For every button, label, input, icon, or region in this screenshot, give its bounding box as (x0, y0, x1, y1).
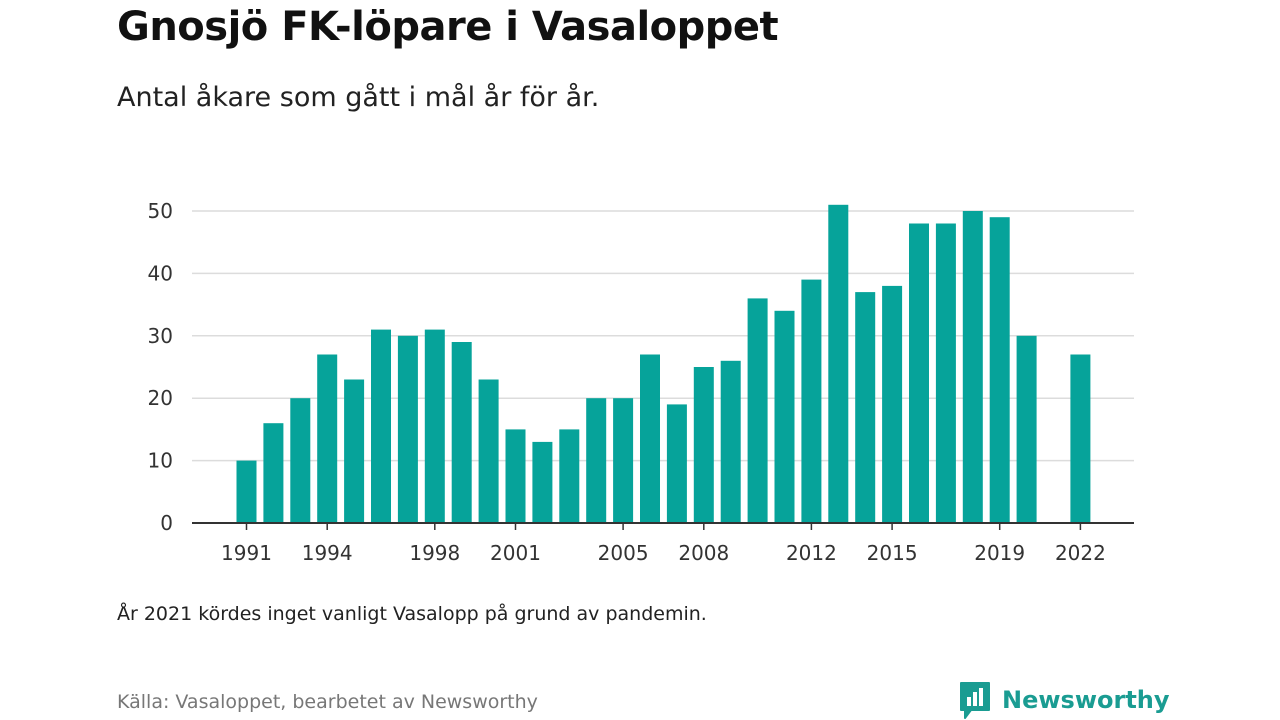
x-tick-label: 2001 (490, 541, 541, 565)
x-tick-label: 2015 (867, 541, 918, 565)
x-tick-label: 1991 (221, 541, 272, 565)
bar-2014 (855, 292, 876, 523)
y-tick-label: 0 (160, 511, 173, 535)
bar-2015 (882, 285, 903, 523)
bar-2008 (693, 367, 714, 523)
y-tick-label: 10 (148, 449, 173, 473)
bar-2003 (559, 429, 580, 523)
bar-2010 (747, 298, 768, 523)
bar-2006 (640, 354, 660, 523)
bar-1999 (451, 342, 472, 523)
bar-2016 (909, 223, 929, 523)
y-tick-label: 20 (148, 386, 173, 410)
bar-2005 (613, 398, 634, 523)
bar-2007 (666, 404, 687, 523)
bar-1993 (290, 398, 311, 523)
bar-2009 (720, 360, 741, 523)
footnote: År 2021 kördes inget vanligt Vasalopp på… (117, 603, 707, 625)
bar-2002 (532, 441, 553, 523)
y-tick-label: 40 (148, 261, 173, 285)
bar-1997 (397, 335, 418, 523)
x-tick-label: 1994 (302, 541, 353, 565)
x-tick-label: 2022 (1055, 541, 1106, 565)
source-text: Källa: Vasaloppet, bearbetet av Newswort… (117, 691, 538, 713)
x-tick-label: 2008 (678, 541, 729, 565)
axes: 0 10 20 30 40 50 1991 1994 1998 2001 2005 2008 2012 2… (148, 199, 1134, 565)
chart-title: Gnosjö FK-löpare i Vasaloppet (117, 4, 779, 50)
bar-1992 (263, 423, 284, 523)
x-tick-label: 2012 (786, 541, 837, 565)
bar-1994 (317, 354, 338, 523)
bar-2001 (505, 429, 526, 523)
bar-2012 (801, 279, 822, 523)
y-tick-label: 50 (148, 199, 173, 223)
bar-2019 (989, 217, 1010, 523)
bar-2022 (1070, 354, 1091, 523)
bar-2018 (962, 211, 983, 523)
bar-2000 (478, 379, 499, 523)
bar-2020 (1016, 335, 1037, 523)
bar-chart: 0 10 20 30 40 50 1991 1994 1998 2001 2005 2008 2012 2… (148, 199, 1134, 565)
bar-1998 (424, 329, 445, 523)
bar-2017 (935, 223, 956, 523)
bar-1995 (344, 379, 365, 523)
bar-1991 (236, 460, 257, 523)
y-tick-label: 30 (148, 324, 173, 348)
bars (236, 204, 1091, 524)
x-tick-label: 2019 (974, 541, 1025, 565)
newsworthy-logo: Newsworthy (958, 680, 1170, 720)
x-tick-label: 1998 (409, 541, 460, 565)
x-tick-label: 2005 (598, 541, 649, 565)
bar-1996 (371, 329, 391, 523)
bar-2004 (586, 398, 607, 523)
newsworthy-logo-icon (960, 682, 990, 719)
chart-subtitle: Antal åkare som gått i mål år för år. (117, 82, 600, 113)
brand-name: Newsworthy (1002, 686, 1170, 714)
bar-2013 (828, 204, 849, 524)
bar-2011 (774, 310, 795, 523)
